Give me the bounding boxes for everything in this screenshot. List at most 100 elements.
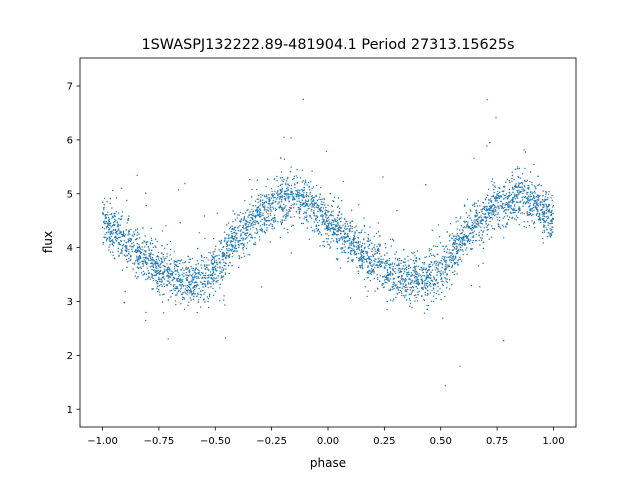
data-point xyxy=(256,231,259,233)
data-point xyxy=(214,248,216,250)
data-point xyxy=(455,217,457,219)
data-point xyxy=(352,239,354,241)
y-tick-label: 1 xyxy=(67,405,73,416)
data-point xyxy=(185,268,188,270)
data-point xyxy=(478,231,480,233)
data-point xyxy=(409,305,411,307)
data-point xyxy=(290,191,292,194)
data-point xyxy=(451,257,453,259)
data-point xyxy=(277,185,280,188)
data-point xyxy=(252,210,255,213)
data-point xyxy=(437,264,439,266)
data-point xyxy=(281,176,284,179)
data-point xyxy=(363,278,366,281)
data-point xyxy=(400,291,403,293)
data-point xyxy=(343,251,345,253)
data-point xyxy=(547,193,550,195)
data-point xyxy=(279,236,281,239)
data-point xyxy=(151,257,154,259)
data-point xyxy=(462,253,464,256)
data-point xyxy=(413,269,415,271)
data-point xyxy=(338,218,340,220)
data-point xyxy=(423,267,425,269)
data-point xyxy=(290,207,292,210)
data-point xyxy=(167,280,170,282)
data-point xyxy=(444,259,446,262)
data-point xyxy=(291,193,293,195)
data-point xyxy=(185,271,188,274)
data-point xyxy=(406,290,408,293)
data-point xyxy=(197,293,199,295)
data-point xyxy=(424,269,427,271)
data-point xyxy=(264,218,266,220)
data-point xyxy=(474,225,477,227)
data-point xyxy=(541,208,544,211)
data-point xyxy=(534,192,536,194)
data-point xyxy=(214,250,216,253)
data-point xyxy=(404,258,406,260)
data-point xyxy=(296,200,298,202)
data-point xyxy=(263,224,266,226)
data-point xyxy=(152,246,154,248)
data-point xyxy=(476,215,478,217)
data-point xyxy=(156,240,158,243)
data-point xyxy=(270,197,273,199)
data-point xyxy=(243,252,245,254)
data-point xyxy=(221,279,224,281)
data-point xyxy=(332,200,334,202)
data-point xyxy=(158,260,161,262)
data-point xyxy=(374,248,376,250)
data-point xyxy=(397,259,399,261)
data-point xyxy=(285,215,288,217)
data-point xyxy=(309,216,311,218)
data-point xyxy=(469,227,471,230)
data-point xyxy=(515,194,517,196)
data-point xyxy=(195,286,198,288)
data-point xyxy=(549,223,552,225)
data-point xyxy=(306,184,308,186)
data-point xyxy=(425,288,427,290)
data-point xyxy=(409,302,412,305)
data-point xyxy=(551,231,553,233)
data-point xyxy=(398,257,401,260)
data-point xyxy=(470,233,472,235)
data-point xyxy=(533,190,536,193)
data-point xyxy=(514,185,516,187)
data-point xyxy=(209,283,212,285)
data-point xyxy=(480,220,483,222)
data-point xyxy=(521,199,524,201)
data-point xyxy=(446,256,448,259)
data-point xyxy=(427,293,429,295)
data-point xyxy=(428,248,431,250)
data-point xyxy=(484,213,487,215)
data-point xyxy=(373,270,375,272)
data-point xyxy=(467,225,470,228)
data-point xyxy=(419,274,421,276)
data-point xyxy=(245,247,248,250)
data-point xyxy=(329,214,331,216)
data-point xyxy=(404,267,406,270)
data-point xyxy=(535,205,537,207)
data-point xyxy=(276,191,279,193)
data-point xyxy=(486,99,488,101)
data-point xyxy=(392,265,394,268)
data-point xyxy=(538,183,540,186)
data-point xyxy=(255,228,258,230)
data-point xyxy=(181,267,184,269)
data-point xyxy=(195,275,197,278)
data-point xyxy=(219,272,221,275)
data-point xyxy=(402,283,404,285)
data-point xyxy=(209,271,211,273)
data-point xyxy=(326,228,329,230)
data-point xyxy=(111,239,114,241)
data-point xyxy=(466,240,468,242)
data-point xyxy=(349,238,351,240)
data-point xyxy=(494,186,496,188)
data-point xyxy=(178,289,180,292)
data-point xyxy=(222,251,224,254)
data-point xyxy=(364,231,366,234)
data-point xyxy=(145,311,147,314)
data-point xyxy=(161,301,164,303)
data-point xyxy=(286,228,289,231)
data-point xyxy=(198,287,200,290)
